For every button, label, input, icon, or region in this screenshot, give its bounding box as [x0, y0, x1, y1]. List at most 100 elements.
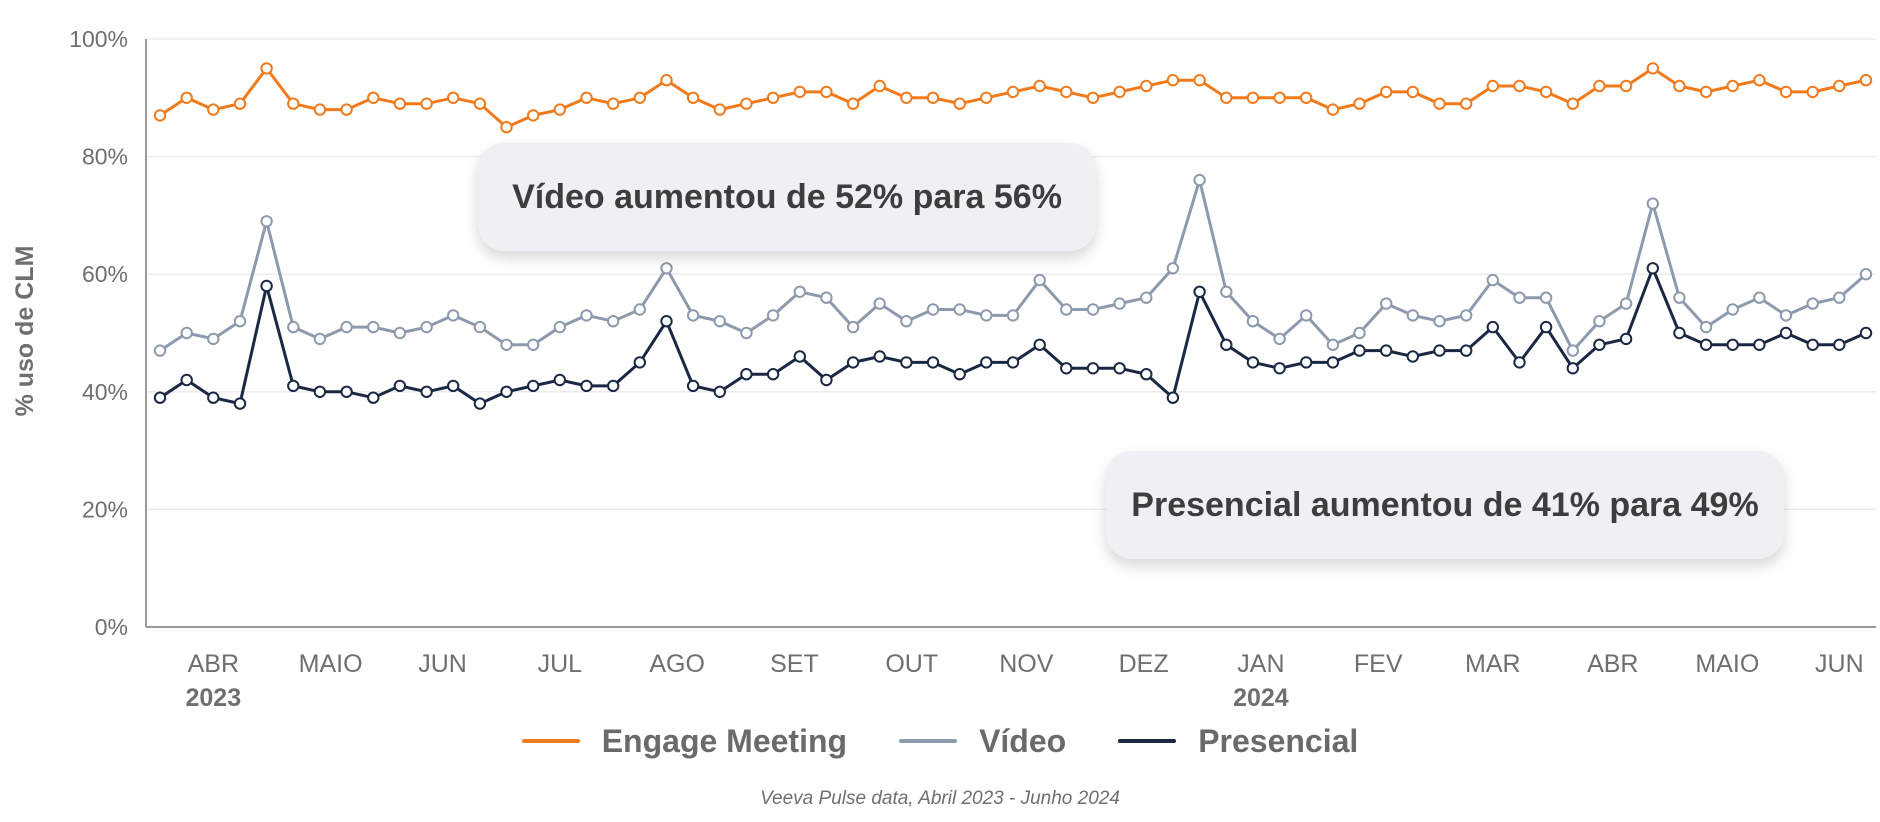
data-point-engage-meeting: [740, 97, 753, 110]
data-point-presencial: [207, 391, 220, 404]
x-tick-label: JUL: [538, 650, 583, 678]
data-point-presencial: [340, 385, 353, 398]
y-tick-label: 60%: [82, 261, 128, 287]
data-point-presencial: [953, 368, 966, 381]
data-point-video: [1433, 315, 1446, 328]
data-point-video: [207, 332, 220, 346]
data-point-video: [1539, 291, 1553, 304]
data-point-engage-meeting: [1166, 74, 1180, 87]
data-point-presencial: [1779, 326, 1793, 340]
data-point-presencial: [500, 385, 513, 398]
y-tick-label: 0%: [95, 614, 128, 640]
data-point-presencial: [607, 379, 620, 393]
data-point-video: [1406, 309, 1420, 322]
data-point-engage-meeting: [1806, 85, 1819, 99]
data-point-engage-meeting: [1060, 85, 1073, 99]
data-point-engage-meeting: [1380, 85, 1393, 99]
data-point-engage-meeting: [1539, 85, 1553, 99]
data-point-video: [1326, 338, 1340, 351]
data-point-video: [153, 344, 167, 357]
data-point-video: [340, 320, 353, 334]
data-point-engage-meeting: [820, 85, 833, 99]
data-point-video: [1619, 297, 1633, 310]
data-point-presencial: [1646, 262, 1660, 275]
data-point-presencial: [1380, 344, 1393, 357]
data-point-video: [900, 315, 913, 328]
data-point-presencial: [1726, 338, 1739, 351]
x-tick-labels: ABR 2023 MAIO JUN JUL AGO SET OUT NOV DEZ JAN 2024 F…: [186, 650, 1864, 712]
data-point-presencial: [420, 385, 433, 398]
data-point-engage-meeting: [1566, 97, 1580, 110]
data-point-video: [607, 315, 620, 328]
x-tick-label: MAIO: [1695, 650, 1759, 678]
data-point-video: [1113, 297, 1126, 310]
data-point-video: [1460, 309, 1473, 322]
presencial-callout: Presencial aumentou de 41% para 49%: [1106, 451, 1784, 559]
data-point-engage-meeting: [953, 97, 966, 110]
data-point-video: [473, 320, 487, 334]
data-point-presencial: [233, 397, 247, 410]
data-point-engage-meeting: [1460, 97, 1473, 110]
data-point-video: [1380, 297, 1393, 310]
data-point-engage-meeting: [500, 121, 513, 134]
data-point-video: [1220, 285, 1233, 298]
data-point-presencial: [980, 356, 993, 369]
data-point-presencial: [1859, 326, 1873, 340]
data-point-presencial: [686, 379, 700, 393]
data-point-presencial: [1673, 326, 1686, 340]
x-tick-year-label: 2024: [1233, 684, 1289, 712]
video-callout-text: Vídeo aumentou de 52% para 56%: [512, 177, 1062, 216]
data-point-engage-meeting: [233, 97, 247, 110]
grid-lines: [146, 38, 1876, 511]
data-point-presencial: [1833, 338, 1846, 351]
data-point-engage-meeting: [287, 97, 300, 110]
data-point-engage-meeting: [1486, 79, 1500, 93]
data-point-video: [1140, 291, 1153, 304]
data-point-engage-meeting: [1033, 79, 1046, 93]
data-point-video: [1753, 291, 1766, 304]
data-point-video: [926, 303, 940, 316]
data-point-engage-meeting: [260, 62, 273, 75]
data-point-engage-meeting: [607, 97, 620, 110]
data-point-presencial: [1300, 356, 1313, 369]
data-point-video: [713, 315, 726, 328]
data-point-video: [1726, 303, 1739, 316]
data-point-engage-meeting: [1246, 91, 1260, 105]
data-point-presencial: [633, 356, 646, 369]
presencial-callout-text: Presencial aumentou de 41% para 49%: [1131, 485, 1759, 524]
data-point-video: [1300, 309, 1313, 322]
data-point-video: [1699, 320, 1713, 334]
data-point-presencial: [1033, 338, 1046, 351]
data-point-presencial: [1806, 338, 1819, 351]
legend-swatch-presencial: [1118, 739, 1177, 743]
data-point-video: [553, 320, 566, 334]
x-tick-label: FEV: [1354, 650, 1403, 678]
data-point-video: [233, 315, 247, 328]
data-point-engage-meeting: [793, 85, 806, 99]
axes: [145, 39, 1876, 628]
data-point-engage-meeting: [180, 91, 193, 105]
data-point-engage-meeting: [1193, 74, 1206, 87]
data-point-video: [846, 320, 860, 334]
data-point-video: [313, 332, 327, 346]
data-point-engage-meeting: [1726, 79, 1739, 93]
data-point-video: [1060, 303, 1073, 316]
data-point-video: [393, 326, 407, 340]
data-point-presencial: [313, 385, 327, 398]
data-point-presencial: [1566, 362, 1580, 375]
y-tick-label: 80%: [82, 144, 128, 170]
data-point-presencial: [1353, 344, 1366, 357]
data-point-video: [820, 291, 833, 304]
data-point-engage-meeting: [1006, 85, 1020, 99]
data-point-engage-meeting: [1326, 103, 1340, 116]
data-point-engage-meeting: [766, 91, 780, 105]
data-point-presencial: [527, 379, 540, 393]
data-point-presencial: [553, 373, 566, 387]
data-point-presencial: [1486, 320, 1500, 334]
data-point-video: [580, 309, 593, 322]
data-point-presencial: [1699, 338, 1713, 351]
data-point-presencial: [846, 356, 860, 369]
x-tick-label: MAR: [1465, 650, 1521, 678]
y-tick-labels: 0% 20% 40% 60% 80% 100%: [69, 26, 128, 640]
data-point-video: [1246, 315, 1260, 328]
